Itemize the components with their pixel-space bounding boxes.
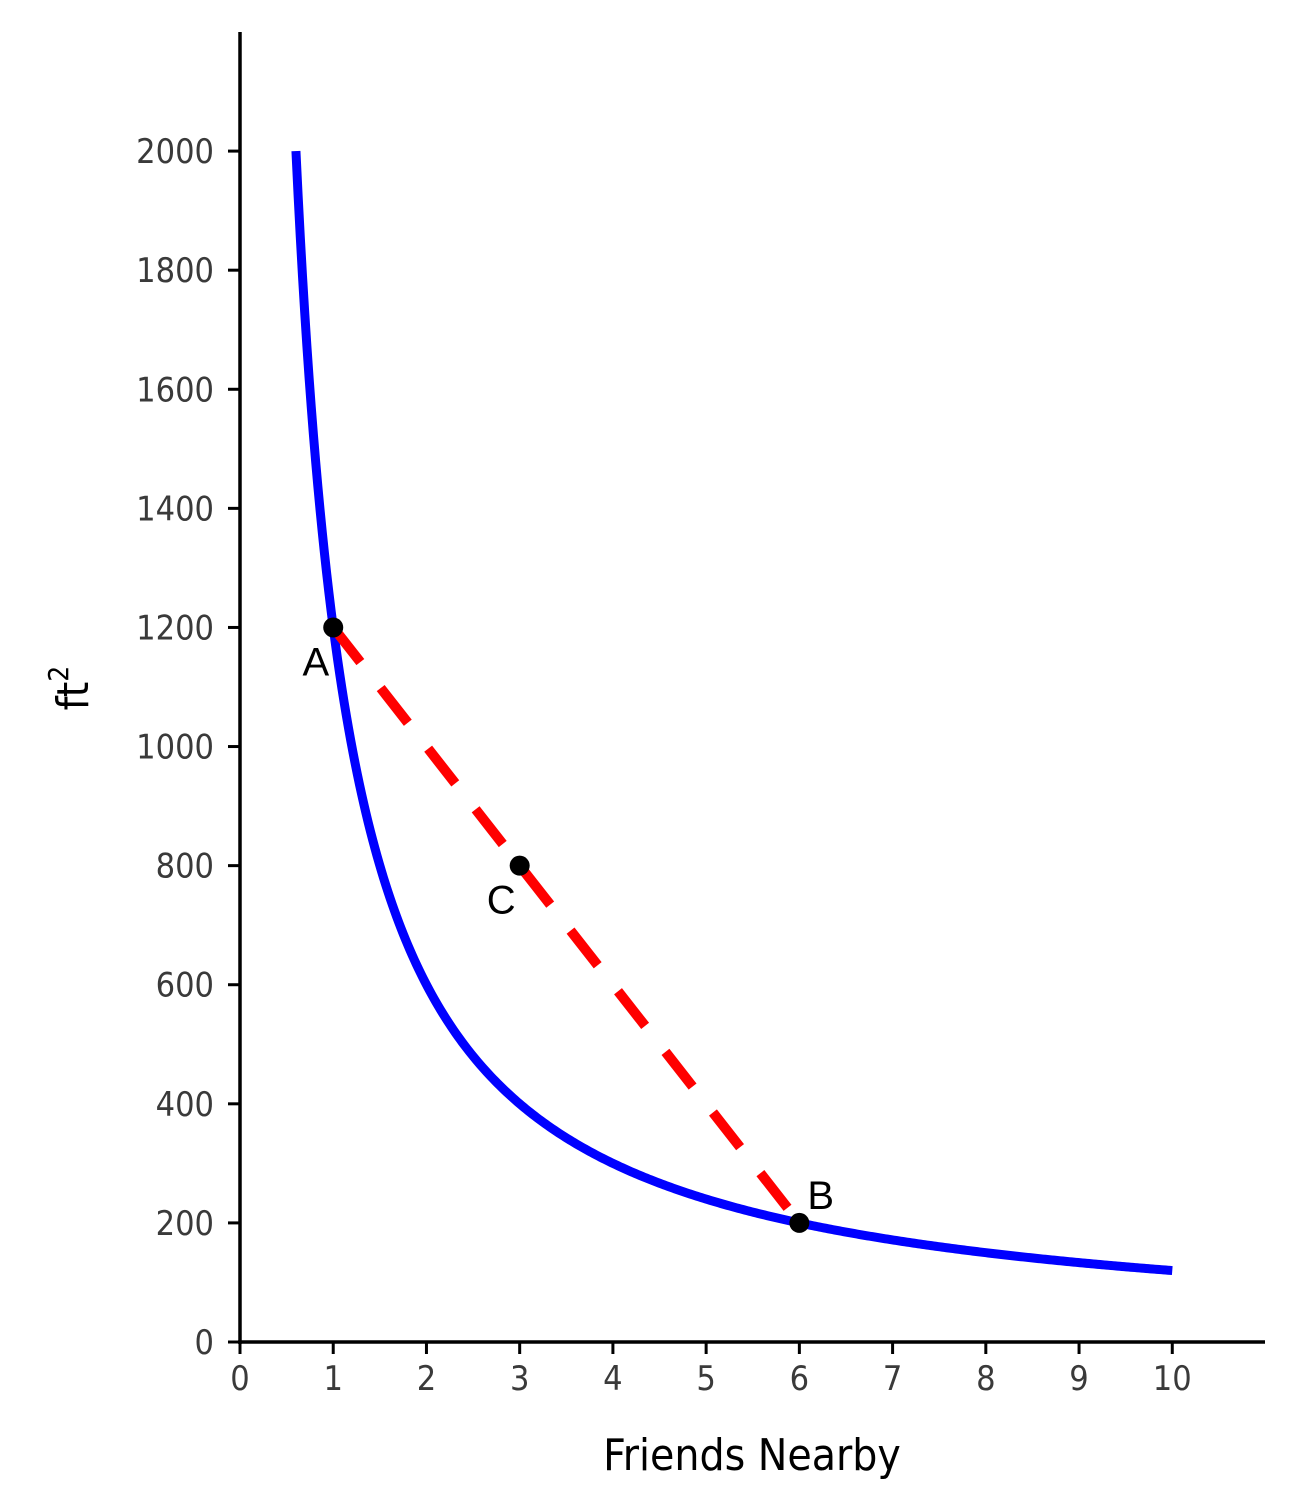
y-tick-label: 1400 [136,489,214,529]
x-axis-title: Friends Nearby [603,1430,901,1481]
x-tick-label: 6 [790,1359,809,1399]
point-c-marker [509,855,530,876]
point-b-marker [789,1212,810,1233]
points-layer: A B C [303,617,834,1233]
x-tick-label: 4 [603,1359,622,1399]
y-tick-label: 1000 [136,728,214,768]
point-a-label: A [303,640,330,684]
y-tick-label: 200 [156,1204,214,1244]
x-tick-label: 10 [1153,1359,1192,1399]
y-tick-label: 2000 [136,132,214,172]
x-tick-label: 1 [323,1359,342,1399]
y-tick-label: 400 [156,1085,214,1125]
y-tick-label: 600 [156,966,214,1006]
y-tick-label: 800 [156,847,214,887]
y-axis-title-superscript: 2 [42,666,75,682]
y-tick-label: 1600 [136,370,214,410]
y-axis-title: ft2 [42,666,99,711]
y-axis-title-base: ft [48,682,99,711]
x-tick-label: 5 [696,1359,715,1399]
budget-line-dashed [329,624,804,1226]
axes [238,32,1265,1344]
y-tick-label: 1200 [136,608,214,648]
point-b-label: B [807,1174,834,1218]
x-tick-label: 8 [976,1359,995,1399]
y-tick-label: 1800 [136,251,214,291]
x-tick-label: 9 [1069,1359,1088,1399]
x-tick-label: 7 [883,1359,902,1399]
x-tick-label: 0 [230,1359,249,1399]
indifference-curve [291,150,1175,1276]
y-tick-label: 0 [195,1323,214,1363]
x-tick-label: 3 [510,1359,529,1399]
series-layer [291,150,1175,1276]
svg-text:ft2: ft2 [42,666,99,711]
point-a-marker [323,617,344,638]
x-tick-label: 2 [417,1359,436,1399]
x-ticks: 0 1 2 3 4 5 6 7 8 9 10 [230,1342,1192,1399]
y-ticks: 0 200 400 600 800 1000 1200 1400 1600 1800 2000 [136,132,240,1363]
point-c-label: C [487,879,516,923]
